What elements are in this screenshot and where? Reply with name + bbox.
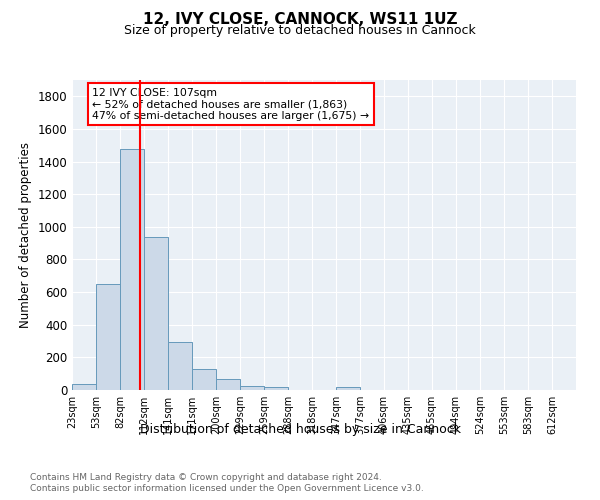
Bar [96,284,120,390]
Bar [192,369,216,390]
Bar [264,386,288,390]
Bar [144,236,168,390]
Text: Distribution of detached houses by size in Cannock: Distribution of detached houses by size … [139,422,461,436]
Text: Size of property relative to detached houses in Cannock: Size of property relative to detached ho… [124,24,476,37]
Text: 12 IVY CLOSE: 107sqm
← 52% of detached houses are smaller (1,863)
47% of semi-de: 12 IVY CLOSE: 107sqm ← 52% of detached h… [92,88,369,121]
Bar [120,148,144,390]
Bar [240,386,264,390]
Bar [216,380,240,390]
Text: Contains public sector information licensed under the Open Government Licence v3: Contains public sector information licen… [30,484,424,493]
Bar [336,386,360,390]
Text: Contains HM Land Registry data © Crown copyright and database right 2024.: Contains HM Land Registry data © Crown c… [30,472,382,482]
Bar [168,342,192,390]
Y-axis label: Number of detached properties: Number of detached properties [19,142,32,328]
Bar [72,384,96,390]
Text: 12, IVY CLOSE, CANNOCK, WS11 1UZ: 12, IVY CLOSE, CANNOCK, WS11 1UZ [143,12,457,28]
